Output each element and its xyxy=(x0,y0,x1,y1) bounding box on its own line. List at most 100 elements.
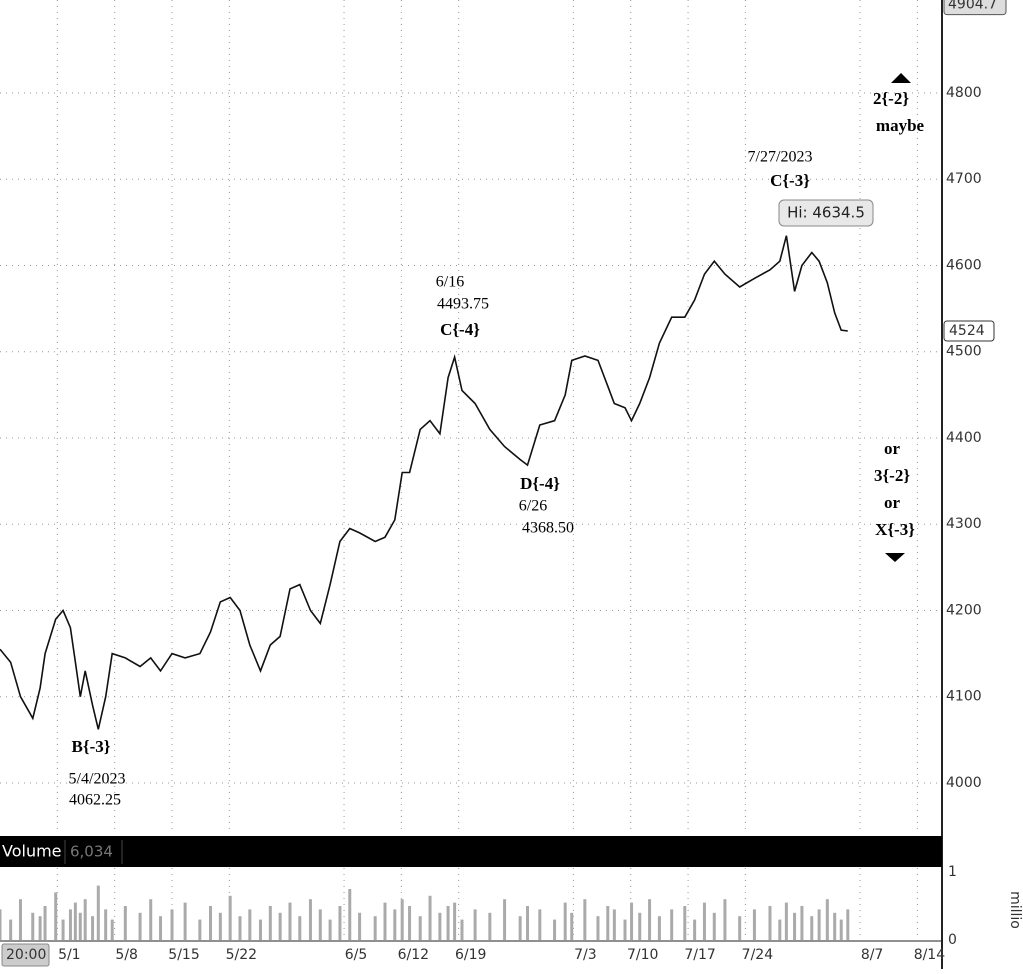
volume-bar xyxy=(9,919,13,940)
volume-bar xyxy=(198,919,202,940)
volume-bar xyxy=(460,919,464,940)
price-line xyxy=(0,235,848,730)
volume-bar xyxy=(702,902,706,940)
volume-bar xyxy=(91,916,95,940)
volume-bar xyxy=(61,919,65,940)
y-tick-label: 4800 xyxy=(946,85,982,101)
volume-bar xyxy=(258,919,262,940)
volume-bar xyxy=(488,912,492,940)
volume-unit: millio xyxy=(1007,891,1023,929)
volume-bar xyxy=(170,909,174,940)
volume-tick-label: 1 xyxy=(948,864,957,880)
volume-bar xyxy=(648,899,652,940)
volume-bar xyxy=(825,899,829,940)
scale-high-box xyxy=(943,0,1007,16)
volume-bar xyxy=(298,916,302,940)
volume-bar xyxy=(846,909,850,940)
volume-bar xyxy=(623,919,627,940)
volume-bar xyxy=(149,899,153,940)
volume-bar xyxy=(810,916,814,940)
arrow-up xyxy=(891,73,911,83)
volume-bar xyxy=(693,919,697,940)
volume-bar xyxy=(453,902,457,940)
annotation: C{-3} xyxy=(770,171,810,190)
x-tick-label: 7/24 xyxy=(742,947,774,963)
volume-bar xyxy=(54,892,58,940)
y-tick-label: 4300 xyxy=(946,516,982,532)
volume-bar xyxy=(606,906,610,940)
volume-bar xyxy=(338,906,342,940)
volume-bar xyxy=(768,906,772,940)
annotation: maybe xyxy=(876,116,925,135)
annotation: or xyxy=(884,493,901,512)
annotation: or xyxy=(884,439,901,458)
scale-high-label: 4904.7 xyxy=(948,0,997,13)
volume-bar xyxy=(18,899,22,940)
last-price-box xyxy=(943,320,995,342)
y-tick-label: 4700 xyxy=(946,171,982,187)
x-tick-label: 5/15 xyxy=(168,947,199,963)
annotation: 3{-2} xyxy=(874,466,910,485)
annotation: 6/16 xyxy=(436,274,464,291)
volume-bar xyxy=(318,909,322,940)
volume-bar xyxy=(553,919,557,940)
x-tick-label: 8/7 xyxy=(861,947,884,963)
volume-bar xyxy=(31,912,35,940)
volume-bar xyxy=(503,899,507,940)
volume-bar xyxy=(583,899,587,940)
time-label: 20:00 xyxy=(6,947,46,963)
volume-bar xyxy=(428,895,432,940)
volume-bar xyxy=(183,902,187,940)
high-callout-label: Hi: 4634.5 xyxy=(787,204,865,222)
annotation: 4062.25 xyxy=(69,792,121,809)
high-callout xyxy=(778,199,874,227)
x-tick-label: 5/22 xyxy=(226,947,257,963)
annotation: X{-3} xyxy=(875,520,915,539)
volume-tick-label: 0 xyxy=(948,932,957,948)
volume-bar xyxy=(563,902,567,940)
volume-bar xyxy=(159,916,163,940)
volume-bar xyxy=(43,906,47,940)
volume-bar xyxy=(110,919,114,940)
volume-bar xyxy=(308,899,312,940)
volume-bar xyxy=(408,906,412,940)
x-tick-label: 6/19 xyxy=(455,947,486,963)
x-tick-label: 7/10 xyxy=(627,947,658,963)
volume-bar xyxy=(833,912,837,940)
x-tick-label: 6/12 xyxy=(398,947,429,963)
volume-bar xyxy=(248,909,252,940)
volume-bar xyxy=(839,919,843,940)
y-tick-label: 4600 xyxy=(946,257,982,273)
volume-bar xyxy=(278,912,282,940)
last-price-label: 4524 xyxy=(949,323,985,339)
arrow-down xyxy=(885,553,905,562)
volume-bar xyxy=(570,912,574,940)
y-tick-label: 4000 xyxy=(946,775,982,791)
volume-bar xyxy=(238,916,242,940)
volume-bar xyxy=(78,912,82,940)
volume-bar xyxy=(800,906,804,940)
volume-bar xyxy=(68,909,72,940)
volume-bar xyxy=(348,889,352,940)
volume-bar xyxy=(723,899,727,940)
annotation: 4493.75 xyxy=(437,296,489,313)
volume-bar xyxy=(778,919,782,940)
volume-bar xyxy=(793,912,797,940)
volume-bar xyxy=(209,906,213,940)
volume-bar xyxy=(817,909,821,940)
volume-bar xyxy=(218,912,222,940)
volume-bar xyxy=(138,912,142,940)
x-tick-label: 8/14 xyxy=(914,947,946,963)
volume-bar xyxy=(712,912,716,940)
annotation: 6/26 xyxy=(519,498,547,515)
annotation: C{-4} xyxy=(440,320,480,339)
volume-bar xyxy=(596,916,600,940)
x-tick-label: 7/17 xyxy=(684,947,715,963)
volume-bar xyxy=(73,902,77,940)
annotation: D{-4} xyxy=(520,474,560,493)
y-tick-label: 4400 xyxy=(946,430,982,446)
volume-bar xyxy=(328,919,332,940)
volume-bar xyxy=(400,899,404,940)
